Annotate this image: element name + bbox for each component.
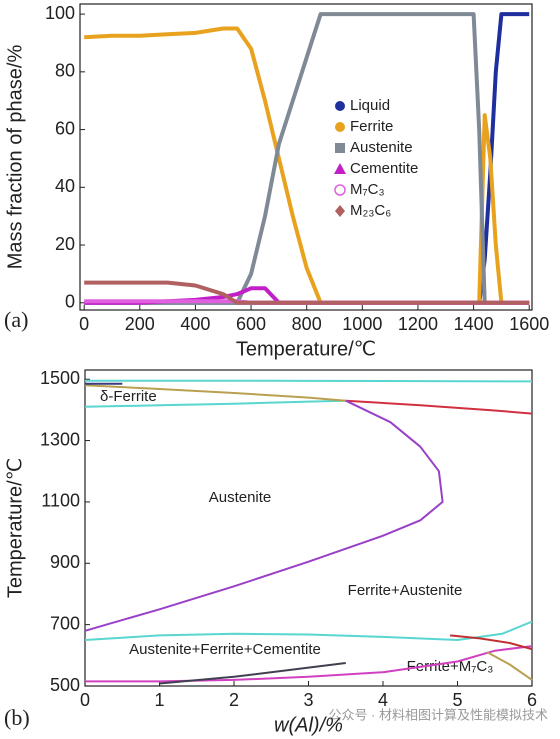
x-tick-label: 400 bbox=[180, 314, 210, 334]
annotation: Ferrite+M₇C₃ bbox=[407, 658, 494, 675]
annotation: Ferrite+Austenite bbox=[348, 582, 463, 599]
x-tick-label: 5 bbox=[452, 690, 462, 710]
series-line bbox=[84, 26, 530, 305]
legend-marker bbox=[335, 122, 345, 132]
legend-marker bbox=[335, 143, 345, 153]
x-tick-label: 2 bbox=[229, 690, 239, 710]
series-line bbox=[84, 399, 346, 408]
x-tick-label: 1200 bbox=[398, 314, 438, 334]
legend-marker bbox=[334, 163, 346, 174]
panel-label: (a) bbox=[4, 307, 28, 332]
x-tick-label: 1400 bbox=[454, 314, 494, 334]
x-tick-label: 600 bbox=[236, 314, 266, 334]
legend-label: Austenite bbox=[350, 139, 413, 156]
legend-label: M₂₃C₆ bbox=[350, 202, 391, 219]
legend-marker bbox=[335, 205, 345, 217]
y-tick-label: 20 bbox=[55, 234, 75, 254]
y-tick-label: 80 bbox=[55, 61, 75, 81]
x-tick-label: 3 bbox=[303, 690, 313, 710]
y-tick-label: 100 bbox=[45, 3, 75, 23]
series-line bbox=[449, 634, 533, 651]
x-tick-label: 800 bbox=[292, 314, 322, 334]
y-tick-label: 60 bbox=[55, 118, 75, 138]
annotation: Austenite+Ferrite+Cementite bbox=[129, 641, 321, 658]
series-line bbox=[84, 280, 530, 305]
legend-label: Liquid bbox=[350, 97, 390, 114]
series-line bbox=[84, 384, 346, 402]
watermark: 公众号 · 材料相图计算及性能模拟技术 bbox=[328, 707, 548, 722]
x-tick-label: 0 bbox=[79, 314, 89, 334]
y-axis-label: Temperature/℃ bbox=[4, 458, 26, 598]
panel-label: (b) bbox=[4, 705, 30, 730]
series-line bbox=[486, 651, 533, 681]
x-tick-label: 0 bbox=[80, 690, 90, 710]
legend-label: Ferrite bbox=[350, 118, 393, 135]
series-line bbox=[345, 399, 533, 415]
annotation: δ-Ferrite bbox=[100, 388, 157, 405]
legend-marker bbox=[335, 101, 345, 111]
x-tick-label: 1 bbox=[154, 690, 164, 710]
x-tick-label: 6 bbox=[527, 690, 537, 710]
annotation: Austenite bbox=[209, 489, 272, 506]
series-line bbox=[159, 662, 346, 685]
series-line bbox=[84, 620, 533, 641]
legend-marker bbox=[334, 184, 346, 196]
y-axis-label: Mass fraction of phase/% bbox=[4, 45, 26, 270]
x-axis-label: Temperature/℃ bbox=[236, 338, 376, 360]
x-tick-label: 200 bbox=[125, 314, 155, 334]
series-line bbox=[85, 379, 533, 383]
y-tick-label: 500 bbox=[50, 675, 80, 695]
y-tick-label: 1300 bbox=[40, 429, 80, 449]
plot-frame bbox=[79, 3, 533, 311]
x-tick-label: 4 bbox=[378, 690, 388, 710]
x-tick-label: 1600 bbox=[509, 314, 549, 334]
y-tick-label: 700 bbox=[50, 613, 80, 633]
x-axis-label: w(Al)/% bbox=[274, 714, 343, 736]
series-line bbox=[84, 12, 530, 305]
series-line bbox=[84, 399, 444, 632]
x-tick-label: 1000 bbox=[342, 314, 382, 334]
y-tick-label: 1100 bbox=[41, 491, 80, 511]
y-tick-label: 0 bbox=[65, 292, 75, 312]
legend-label: M₇C₃ bbox=[350, 181, 385, 198]
y-tick-label: 900 bbox=[50, 552, 80, 572]
y-tick-label: 1500 bbox=[40, 368, 80, 388]
legend-label: Cementite bbox=[350, 160, 418, 177]
y-tick-label: 40 bbox=[55, 176, 75, 196]
